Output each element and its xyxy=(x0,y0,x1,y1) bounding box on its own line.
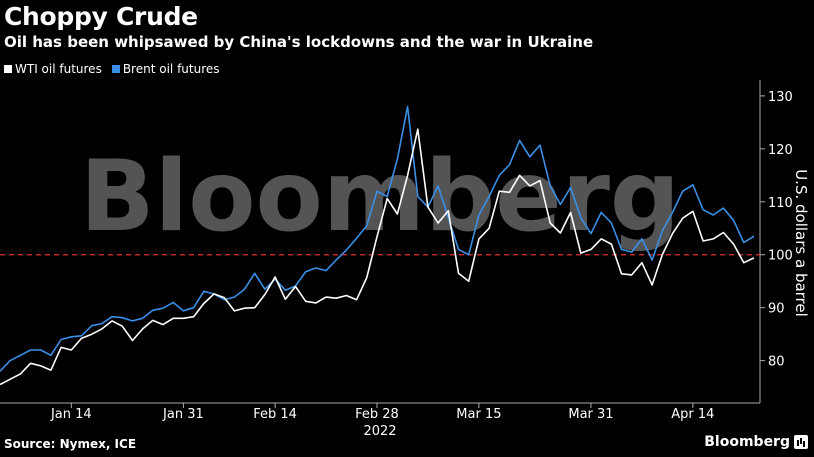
series-layer xyxy=(0,105,755,386)
chart-legend: WTI oil futures Brent oil futures xyxy=(4,62,220,76)
source-note: Source: Nymex, ICE xyxy=(4,437,137,451)
logo-text: Bloomberg xyxy=(704,434,790,450)
x-tick-label: Feb 28 xyxy=(355,407,399,422)
wti-series-line xyxy=(0,128,755,386)
y-tick-label: 100 xyxy=(768,249,793,264)
x-tick-label: Mar 31 xyxy=(568,407,613,422)
page-title: Choppy Crude xyxy=(4,2,198,31)
page-subtitle: Oil has been whipsawed by China's lockdo… xyxy=(4,33,594,51)
watermark-layer: Bloomberg xyxy=(80,140,680,254)
y-tick-label: 90 xyxy=(768,302,785,317)
y-tick-label: 110 xyxy=(768,196,793,211)
x-tick-label: Feb 14 xyxy=(253,407,297,422)
legend-swatch-brent xyxy=(111,65,120,73)
x-axis-year-label: 2022 xyxy=(363,424,396,439)
x-tick-label: Jan 14 xyxy=(50,407,92,422)
y-axis-label: U.S. dollars a barrel xyxy=(792,169,810,317)
axes: 80 90 100 110 120 130 Jan 14 Jan 31 Feb 14 Feb 28… xyxy=(0,80,793,422)
legend-item-wti: WTI oil futures xyxy=(4,62,102,76)
legend-label-brent: Brent oil futures xyxy=(122,62,220,76)
legend-label-wti: WTI oil futures xyxy=(15,62,102,76)
bloomberg-logo: Bloomberg xyxy=(704,434,808,450)
brent-series-line xyxy=(0,105,755,372)
bar-chart-icon xyxy=(794,435,808,449)
y-tick-label: 120 xyxy=(768,143,793,158)
y-tick-label: 80 xyxy=(768,355,785,370)
x-tick-label: Apr 14 xyxy=(671,407,714,422)
x-tick-label: Jan 31 xyxy=(162,407,204,422)
bloomberg-watermark: Bloomberg xyxy=(80,140,680,254)
x-tick-label: Mar 15 xyxy=(456,407,501,422)
legend-item-brent: Brent oil futures xyxy=(111,62,220,76)
legend-swatch-wti xyxy=(4,65,12,73)
y-tick-label: 130 xyxy=(768,90,793,105)
